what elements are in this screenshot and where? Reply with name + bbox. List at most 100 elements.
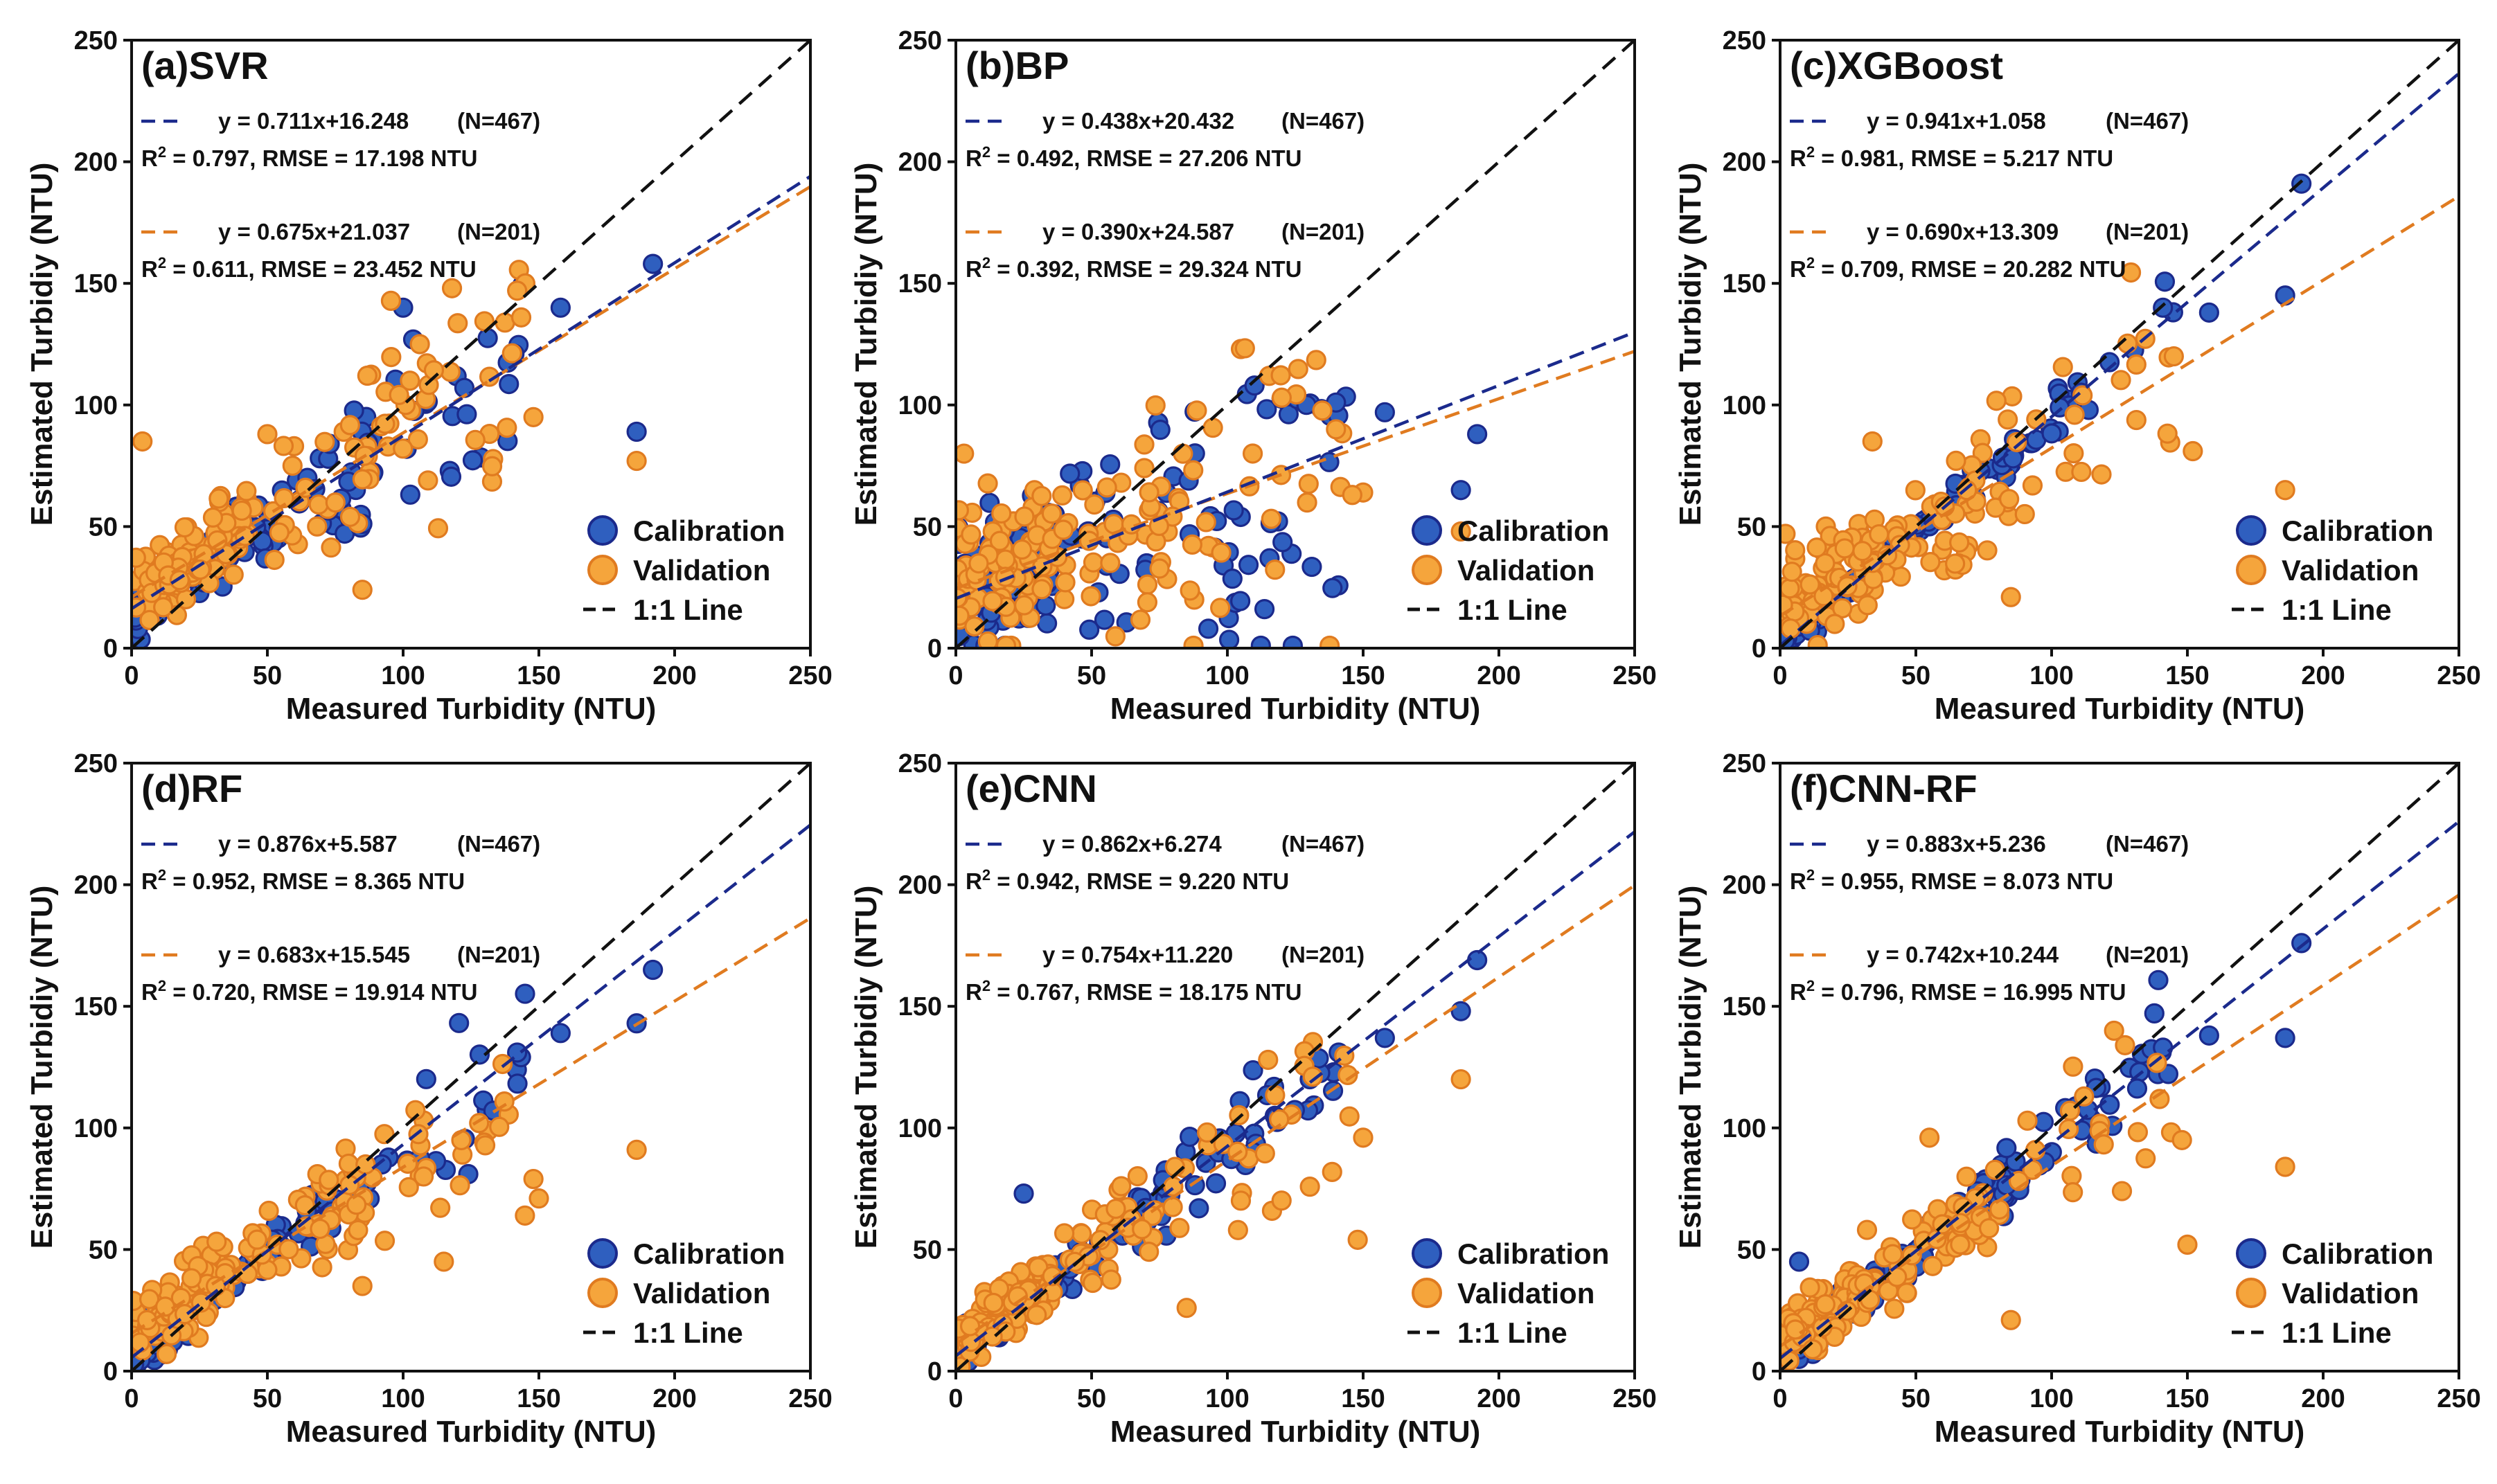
validation-point <box>1319 635 1340 648</box>
x-axis-label: Measured Turbidity (NTU) <box>286 1415 657 1449</box>
validation-point <box>247 1229 267 1250</box>
validation-point <box>977 473 998 494</box>
validation-point <box>1984 1159 2005 1180</box>
validation-point <box>1887 1267 1908 1287</box>
validation-point <box>2120 262 2142 283</box>
validation-point <box>515 1205 535 1226</box>
validation-point <box>1322 1161 1342 1182</box>
y-tick-label: 150 <box>74 269 118 298</box>
validation-point <box>1137 592 1158 613</box>
y-tick-label: 200 <box>898 871 942 900</box>
validation-r2-rmse: R2 = 0.720, RMSE = 19.914 NTU <box>141 977 478 1005</box>
validation-point <box>1271 387 1292 408</box>
validation-point <box>1261 508 1281 529</box>
y-tick-label: 100 <box>74 1114 118 1143</box>
calibration-point <box>1996 1138 2017 1159</box>
validation-point <box>1869 524 1890 545</box>
validation-point <box>132 431 153 452</box>
validation-point <box>2071 461 2092 483</box>
calibration-point <box>1301 556 1322 578</box>
calibration-point <box>1205 1173 1227 1194</box>
calibration-point <box>507 1073 528 1094</box>
validation-point <box>352 469 373 490</box>
validation-point <box>1949 532 1970 553</box>
y-tick-label: 250 <box>74 749 118 778</box>
validation-point <box>375 413 396 434</box>
legend-validation-label: Validation <box>1457 1277 1594 1309</box>
validation-point <box>273 436 294 456</box>
validation-point <box>1149 558 1170 579</box>
validation-point <box>2135 1148 2156 1169</box>
one-to-one-line <box>956 763 1635 1371</box>
calibration-point <box>1244 375 1265 396</box>
x-tick-label: 50 <box>1077 661 1106 690</box>
calibration-point <box>1036 595 1056 616</box>
calibration-point <box>1150 420 1171 440</box>
calibration-point <box>2291 173 2312 194</box>
legend-one-to-one-label: 1:1 Line <box>2282 1316 2392 1349</box>
x-tick-label: 0 <box>1772 661 1787 690</box>
axes-frame <box>130 39 812 650</box>
validation-point <box>427 518 449 539</box>
calibration-fit-line <box>132 175 810 610</box>
validation-point <box>1920 552 1941 573</box>
validation-point <box>1054 1223 1075 1244</box>
validation-point <box>489 1116 510 1137</box>
validation-point <box>1989 1199 2010 1220</box>
validation-point <box>1852 541 1873 562</box>
validation-point <box>398 1177 419 1197</box>
validation-point <box>1084 494 1105 515</box>
calibration-point <box>469 1044 490 1065</box>
validation-point <box>989 530 1011 551</box>
y-tick-label: 100 <box>1723 391 1766 420</box>
x-tick-label: 250 <box>2437 661 2480 690</box>
y-tick-label: 100 <box>898 1114 942 1143</box>
calibration-fit-line <box>132 823 810 1359</box>
validation-point <box>995 635 1017 648</box>
y-axis-label: Estimated Turbidiy (NTU) <box>25 886 59 1249</box>
x-tick-label: 250 <box>1612 661 1656 690</box>
validation-point <box>1180 580 1200 601</box>
validation-point <box>1031 579 1052 600</box>
calibration-point <box>1254 599 1275 620</box>
validation-point <box>1785 539 1806 561</box>
validation-point <box>269 522 290 543</box>
calibration-point <box>400 484 420 505</box>
y-axis-label: Estimated Turbidiy (NTU) <box>1673 886 1707 1249</box>
calibration-point <box>1079 619 1100 640</box>
calibration-point <box>2126 1078 2148 1099</box>
calibration-equation: y = 0.876x+5.587 <box>218 831 398 857</box>
y-axis-label: Estimated Turbidiy (NTU) <box>1673 163 1707 526</box>
validation-point <box>1998 409 2018 430</box>
legend-validation-marker <box>587 555 618 585</box>
validation-sample-count: (N=201) <box>2106 942 2189 967</box>
calibration-fit-line <box>956 330 1635 600</box>
validation-point <box>2157 423 2178 444</box>
calibration-sample-count: (N=467) <box>457 108 540 134</box>
validation-point <box>497 418 517 438</box>
validation-point <box>501 343 522 364</box>
validation-point <box>1824 614 1845 634</box>
validation-point <box>474 1135 496 1156</box>
validation-point <box>441 278 463 298</box>
calibration-point <box>1230 591 1251 611</box>
validation-point <box>1082 1272 1103 1294</box>
x-tick-label: 50 <box>253 1384 282 1413</box>
validation-point <box>1139 1242 1159 1262</box>
x-tick-label: 100 <box>381 1384 425 1413</box>
validation-point <box>321 537 341 558</box>
validation-point <box>2275 480 2295 501</box>
validation-point <box>1902 1209 1923 1230</box>
validation-point <box>1196 512 1216 533</box>
x-tick-label: 0 <box>948 1384 963 1413</box>
validation-point <box>223 564 244 585</box>
legend-validation-label: Validation <box>633 554 770 587</box>
validation-point <box>1302 1066 1323 1087</box>
axes-frame <box>130 762 812 1373</box>
legend-calibration-marker <box>587 1238 618 1269</box>
legend-calibration-marker <box>587 515 618 546</box>
calibration-point <box>626 421 647 442</box>
validation-point <box>314 431 335 452</box>
validation-point <box>1183 635 1204 648</box>
validation-point <box>208 488 229 509</box>
